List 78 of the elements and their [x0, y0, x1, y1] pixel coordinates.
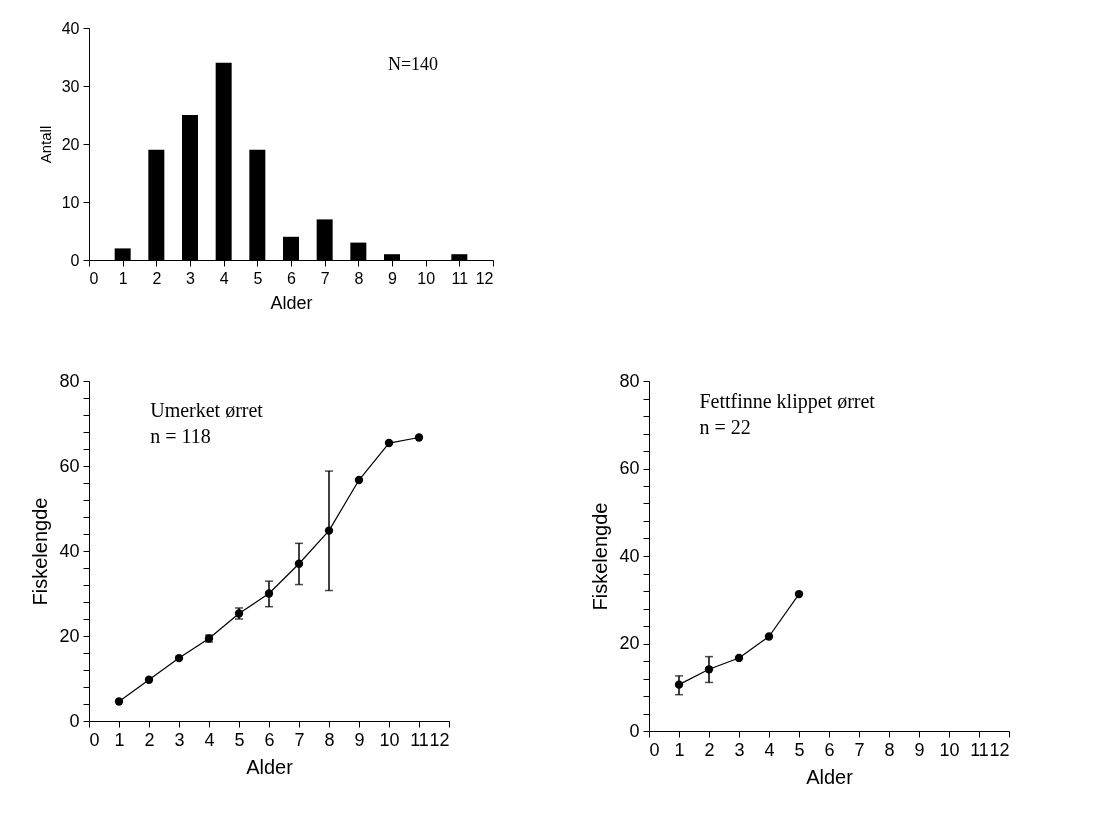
x-axis-title: Alder: [806, 765, 854, 788]
y-tick-label: 20: [59, 625, 80, 646]
x-tick-label: 6: [264, 729, 275, 750]
y-tick-label: 30: [61, 77, 80, 95]
y-tick-label: 0: [69, 710, 80, 731]
x-tick-label: 12: [989, 739, 1010, 760]
annotation: Umerket ørret: [150, 399, 264, 422]
annotation: n = 118: [150, 425, 211, 448]
y-axis-title: Fiskelengde: [29, 497, 52, 606]
y-tick-label: 40: [59, 540, 80, 561]
x-tick-label: 10: [939, 739, 960, 760]
point: [324, 526, 334, 535]
x-tick-label: 5: [253, 269, 263, 287]
x-tick-label: 3: [734, 739, 745, 760]
point: [384, 438, 394, 448]
point: [294, 559, 304, 568]
x-tick-label: 1: [674, 739, 685, 760]
x-tick-label: 6: [824, 739, 835, 760]
point: [674, 680, 684, 689]
x-axis-title: Alder: [246, 755, 294, 778]
x-tick-label: 2: [152, 269, 162, 287]
x-tick-label: 9: [914, 739, 925, 760]
x-tick-label: 0: [649, 739, 660, 760]
x-tick-label: 7: [320, 269, 330, 287]
y-axis-title: Antall: [36, 125, 54, 164]
point: [174, 653, 184, 663]
x-tick-label: 2: [144, 729, 155, 750]
x-tick-label: 6: [287, 269, 297, 287]
x-tick-label: 4: [219, 269, 229, 287]
y-tick-label: 20: [61, 135, 80, 153]
point: [144, 675, 154, 684]
x-tick-label: 10: [417, 269, 436, 287]
y-axis-title: Fiskelengde: [589, 502, 612, 611]
x-tick-label: 7: [294, 729, 305, 750]
y-tick-label: 60: [619, 458, 640, 478]
x-tick-label: 0: [89, 729, 100, 750]
x-tick-label: 9: [388, 269, 398, 287]
x-tick-label: 3: [174, 729, 185, 750]
x-tick-label: 8: [884, 739, 895, 760]
y-tick-label: 40: [61, 19, 80, 37]
annotation: Fettfinne klippet ørret: [699, 389, 876, 413]
x-tick-label: 12: [475, 269, 494, 287]
x-tick-label: 5: [234, 729, 245, 750]
x-tick-label: 11: [970, 739, 989, 760]
point: [734, 653, 744, 663]
x-tick-label: 5: [794, 739, 805, 760]
x-tick-label: 7: [854, 739, 865, 760]
x-tick-label: 1: [114, 729, 125, 750]
y-tick-label: 80: [619, 370, 640, 391]
annotation: n = 22: [699, 415, 751, 438]
x-tick-label: 9: [354, 729, 365, 750]
point: [354, 475, 364, 485]
x-tick-label: 1: [118, 269, 128, 287]
y-tick-label: 20: [619, 633, 640, 653]
x-tick-label: 8: [354, 269, 364, 287]
annotation: N=140: [387, 53, 439, 74]
x-tick-label: 12: [429, 729, 450, 750]
x-tick-label: 11: [451, 269, 469, 287]
point: [704, 665, 714, 674]
x-tick-label: 4: [764, 739, 775, 760]
y-tick-label: 40: [619, 545, 640, 566]
x-tick-label: 3: [186, 269, 196, 287]
x-tick-label: 10: [379, 729, 400, 750]
point: [114, 697, 124, 706]
y-tick-label: 0: [70, 251, 80, 269]
y-tick-label: 10: [61, 193, 80, 211]
point: [414, 433, 424, 442]
x-tick-label: 11: [410, 729, 429, 750]
x-tick-label: 0: [89, 269, 99, 287]
x-axis-title: Alder: [270, 292, 313, 313]
y-tick-label: 80: [59, 370, 80, 391]
x-tick-label: 8: [324, 729, 335, 750]
point: [794, 589, 804, 599]
y-tick-label: 60: [59, 455, 80, 476]
x-tick-label: 4: [204, 729, 215, 750]
point: [764, 632, 774, 641]
x-tick-label: 2: [704, 739, 715, 760]
point: [264, 589, 274, 598]
